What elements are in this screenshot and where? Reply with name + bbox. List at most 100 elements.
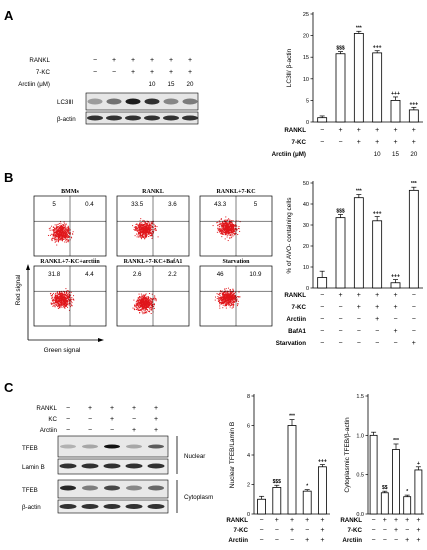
facs-dot [144,300,146,302]
facs-dot [59,226,61,228]
facs-dot [234,225,236,227]
row-sign: + [412,139,416,146]
facs-dot [141,303,143,305]
facs-dot [67,230,69,232]
row-label: Arctiin (μM) [272,151,306,158]
facs-dot [142,236,144,238]
facs-dot [237,303,239,305]
facs-dot [136,300,138,302]
facs-dot [221,236,223,238]
facs-dot [151,293,153,295]
facs-dot [150,232,152,234]
facs-dot [65,291,67,293]
facs-dot [139,302,141,304]
facs-dot [147,221,149,223]
facs-dot [222,224,224,226]
facs-dot [228,297,230,299]
facs-dot [67,292,69,294]
facs-dot [238,226,240,228]
facs-dot [57,293,59,295]
facs-dot [140,300,142,302]
facs-dot [67,235,69,237]
panel-a-sign-grid: − + + + + +− − + + + +10 15 20 [93,57,194,88]
facs-dot [67,298,69,300]
facs-dot [143,301,145,303]
facs-dot [146,312,148,314]
row-sign: + [357,304,361,311]
row-sign: − [405,527,409,534]
facs-dot [64,296,66,298]
facs-dot [232,297,234,299]
c-sign-2-4: + [154,427,158,434]
facs-dot [144,297,146,299]
facs-dot [151,307,153,309]
significance-label: * [306,484,308,490]
facs-dot [220,231,222,233]
facs-dot [52,303,54,305]
facs-dot [139,234,141,236]
row-sign: − [260,537,264,544]
facs-dot [145,228,147,230]
facs-dot [57,233,59,235]
facs-dot [225,221,227,223]
facs-dot [52,235,54,237]
facs-dot [138,299,140,301]
facs-dot [236,225,238,227]
facs-dot [154,225,156,227]
facs-dot [224,234,226,236]
actin-band-1 [106,115,122,121]
facs-dot [223,301,225,303]
facs-dot [67,228,69,230]
facs-dot [138,232,140,234]
a-sign-1-2: + [131,69,135,76]
facs-dot [61,303,63,305]
facs-dot [225,223,227,225]
facs-dot [53,234,55,236]
facs-dot [58,228,60,230]
facs-dot [221,298,223,300]
facs-dot [230,295,232,297]
facs-dot [141,307,143,309]
facs-dot [151,303,153,305]
facs-dot [140,222,142,224]
significance-label: *** [289,414,295,420]
facs-dot [145,309,147,311]
facs-dot [135,226,137,228]
facs-dot [147,302,149,304]
facs-dot [231,292,233,294]
row-sign: − [412,316,416,323]
facs-dot [149,226,151,228]
facs-dot [224,293,226,295]
facs-dot [140,298,142,300]
facs-dot [145,304,147,306]
facs-dot [52,305,54,307]
c-sign-1-3: − [132,416,136,423]
facs-dot [226,304,228,306]
facs-dot [135,229,137,231]
facs-dot [55,236,57,238]
facs-dot [64,294,66,296]
facs-dot [155,298,157,300]
facs-dot [62,294,64,296]
nuclear-label: Nuclear [184,453,205,460]
facs-dot [233,230,235,232]
facs-dot [148,229,150,231]
facs-dot [146,301,148,303]
nuclear-tfeb-bands [60,444,164,449]
facs-dot [232,223,234,225]
facs-dot [138,293,140,295]
facs-dot [223,298,225,300]
facs-dot [233,225,235,227]
bar [414,469,423,515]
facs-dot [233,294,235,296]
facs-dot [52,233,54,235]
c-sign-2-3: + [132,427,136,434]
bar [317,466,327,515]
facs-dot [62,230,64,232]
facs-dot [54,294,56,296]
condition-rankl: RANKL [29,57,50,64]
facs-dot [226,223,228,225]
facs-dot [146,301,148,303]
facs-dot [153,230,155,232]
facs-dot [56,303,58,305]
